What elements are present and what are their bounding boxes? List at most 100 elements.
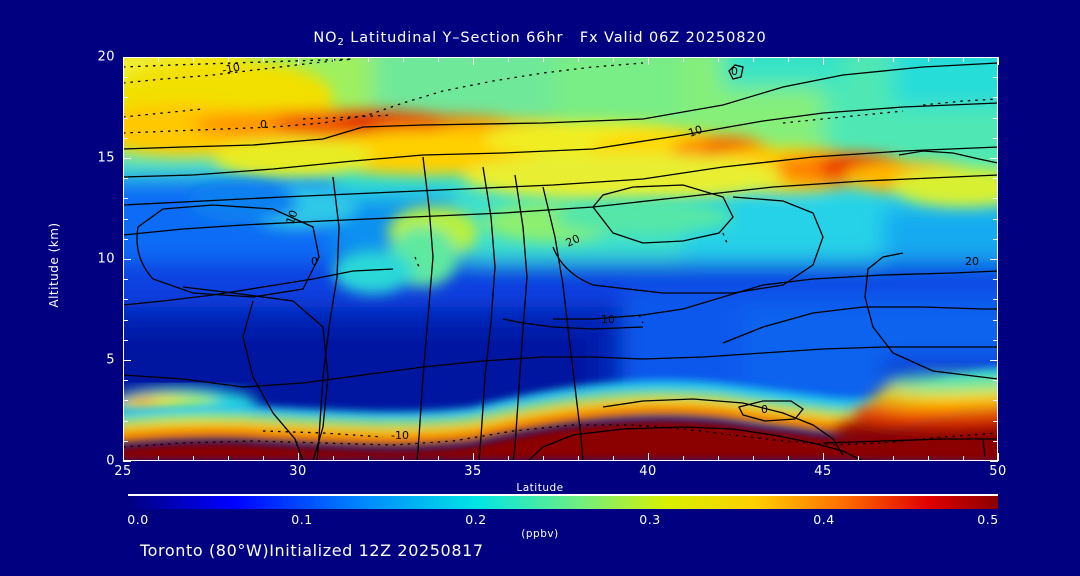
axis-tick: [508, 57, 509, 62]
axis-tick: [718, 456, 719, 461]
contour-value-labels: -10 0 10 0 0 10 20 20 10 -10 0: [221, 60, 979, 442]
axis-tick: [990, 158, 998, 159]
axis-tick: [263, 57, 264, 62]
colorbar-tick-label: 0.0: [127, 512, 149, 527]
contour-lines: [123, 62, 998, 461]
axis-tick: [993, 421, 998, 422]
axis-tick: [963, 456, 964, 461]
axis-tick: [473, 57, 474, 65]
svg-text:-10: -10: [391, 429, 409, 442]
axis-tick: [123, 57, 131, 58]
axis-tick: [823, 57, 824, 65]
axis-tick: [368, 57, 369, 62]
axis-tick: [993, 400, 998, 401]
axis-tick: [123, 441, 128, 442]
axis-tick: [193, 456, 194, 461]
axis-tick: [123, 138, 128, 139]
axis-tick: [753, 456, 754, 461]
axis-tick: [998, 57, 999, 65]
y-tick-label: 5: [106, 352, 115, 368]
axis-tick: [893, 456, 894, 461]
figure-caption: Toronto (80°W)Initialized 12Z 20250817: [140, 541, 484, 560]
axis-tick: [993, 178, 998, 179]
x-tick-label: 50: [989, 464, 1007, 479]
axis-tick: [963, 57, 964, 62]
axis-tick: [123, 279, 128, 280]
axis-tick: [508, 456, 509, 461]
axis-tick: [993, 138, 998, 139]
axis-tick: [263, 456, 264, 461]
axis-tick: [788, 57, 789, 62]
colorbar-tick-label: 0.5: [977, 512, 999, 527]
axis-tick: [123, 453, 124, 461]
axis-tick: [123, 360, 131, 361]
axis-tick: [993, 77, 998, 78]
axis-tick: [123, 178, 128, 179]
axis-tick: [993, 340, 998, 341]
axis-tick: [228, 57, 229, 62]
axis-tick: [753, 57, 754, 62]
axis-tick: [893, 57, 894, 62]
axis-tick: [788, 456, 789, 461]
axis-tick: [613, 57, 614, 62]
axis-tick: [438, 456, 439, 461]
title-prefix: NO: [313, 30, 338, 46]
axis-tick: [993, 239, 998, 240]
axis-tick: [928, 456, 929, 461]
axis-tick: [123, 340, 128, 341]
axis-tick: [858, 456, 859, 461]
colorbar-tick-label: 0.1: [291, 512, 313, 527]
colorbar[interactable]: [128, 496, 998, 509]
axis-tick: [993, 118, 998, 119]
axis-tick: [990, 259, 998, 260]
y-tick-label: 0: [106, 453, 115, 469]
axis-tick: [158, 456, 159, 461]
y-axis-title: Altitude (km): [47, 222, 61, 308]
svg-text:-10: -10: [221, 60, 241, 76]
axis-tick: [298, 57, 299, 65]
axis-tick: [333, 57, 334, 62]
svg-text:20: 20: [564, 232, 582, 250]
axis-tick: [928, 57, 929, 62]
axis-tick: [993, 198, 998, 199]
axis-tick: [993, 219, 998, 220]
colorbar-tick-label: 0.2: [465, 512, 487, 527]
title-suffix: Latitudinal Y–Section 66hr Fx Valid 06Z …: [344, 30, 767, 46]
axis-tick: [123, 461, 131, 462]
axis-tick: [648, 453, 649, 461]
y-tick-label: 10: [97, 251, 115, 267]
svg-text:20: 20: [965, 255, 979, 268]
axis-tick: [123, 320, 128, 321]
y-tick-label: 15: [97, 150, 115, 166]
svg-text:0: 0: [311, 255, 318, 268]
axis-tick: [123, 198, 128, 199]
svg-text:0: 0: [731, 65, 738, 78]
axis-tick: [993, 279, 998, 280]
x-tick-label: 35: [464, 464, 482, 479]
axis-tick: [158, 57, 159, 62]
axis-tick: [123, 118, 128, 119]
axis-tick: [993, 441, 998, 442]
axis-tick: [683, 57, 684, 62]
axis-tick: [123, 299, 128, 300]
axis-tick: [990, 461, 998, 462]
dashed-contour-lines: [123, 58, 998, 448]
axis-tick: [993, 380, 998, 381]
axis-tick: [990, 360, 998, 361]
axis-tick: [193, 57, 194, 62]
page-title: NO2 Latitudinal Y–Section 66hr Fx Valid …: [0, 30, 1080, 48]
svg-text:0: 0: [260, 118, 267, 131]
axis-tick: [993, 320, 998, 321]
axis-tick: [613, 456, 614, 461]
axis-tick: [123, 158, 131, 159]
axis-tick: [123, 259, 131, 260]
colorbar-unit-label: (ppbv): [521, 528, 559, 540]
axis-tick: [123, 57, 124, 65]
axis-tick: [438, 57, 439, 62]
y-tick-label: 20: [97, 49, 115, 65]
axis-tick: [993, 97, 998, 98]
svg-text:10: 10: [687, 123, 705, 140]
x-tick-label: 40: [639, 464, 657, 479]
heatmap-canvas: -10 0 10 0 0 10 20 20 10 -10 0: [123, 57, 998, 461]
